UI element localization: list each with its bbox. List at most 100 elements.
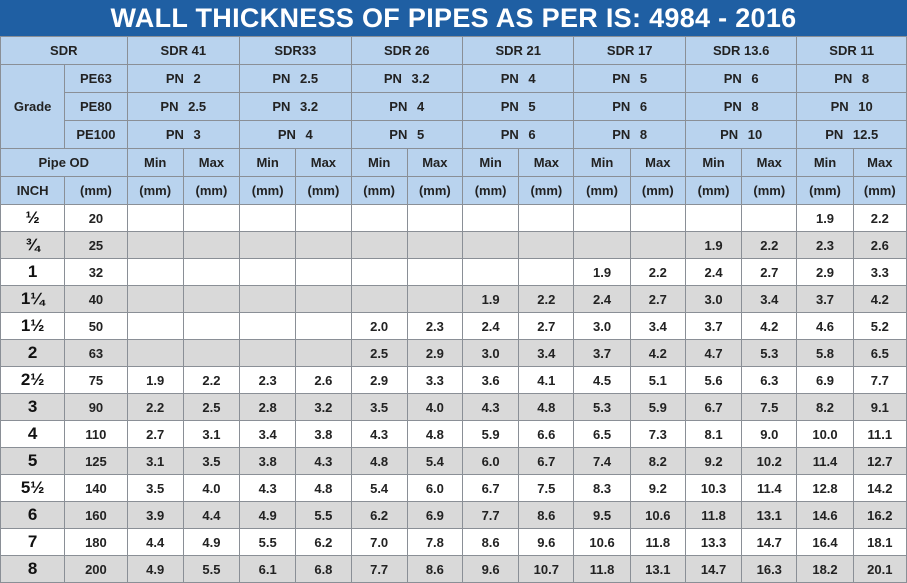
thickness-value [573, 204, 631, 232]
data-row: ½ 20 1.9 2.2 [0, 204, 907, 232]
min-label: Min [239, 148, 297, 177]
thickness-value: 4.2 [852, 285, 907, 313]
thickness-value [461, 258, 520, 286]
min-label: Min [684, 148, 743, 177]
thickness-value: 9.6 [518, 528, 575, 556]
thickness-value: 2.2 [126, 393, 184, 421]
pn-value: PN 6 [461, 120, 575, 149]
thickness-value [573, 231, 631, 259]
units-row: INCH (mm) (mm) (mm) (mm) (mm) (mm) (mm) (mm) (mm)… [0, 176, 907, 205]
thickness-value: 5.2 [852, 312, 907, 340]
thickness-value [741, 204, 798, 232]
thickness-value: 10.0 [796, 420, 854, 448]
thickness-value: 3.4 [741, 285, 798, 313]
thickness-value [684, 204, 743, 232]
thickness-value: 6.5 [852, 339, 907, 367]
sdr-label: SDR [0, 36, 128, 65]
thickness-value: 2.0 [350, 312, 408, 340]
thickness-value: 3.8 [295, 420, 352, 448]
od-mm: 40 [64, 285, 128, 313]
thickness-value: 5.5 [239, 528, 297, 556]
sdr-value: SDR 41 [126, 36, 241, 65]
min-label: Min [350, 148, 408, 177]
thickness-value [461, 204, 520, 232]
pn-value: PN 10 [796, 92, 907, 121]
data-row: 2 63 2.5 2.9 3.0 3.4 3.7 4.2 4.7 5.3 5.8 6.5 [0, 339, 907, 367]
grade-row: PE100 PN 3 PN 4 PN 5 PN 6 PN 8 PN 10 PN 12.5 [1, 120, 907, 149]
inch-label: INCH [0, 176, 66, 205]
thickness-value: 4.1 [518, 366, 575, 394]
thickness-value: 16.4 [796, 528, 854, 556]
minmax-row: Pipe OD Min Max Min Max Min Max Min Max Min Max Min… [0, 148, 907, 177]
thickness-value: 5.5 [295, 501, 352, 529]
thickness-value [182, 339, 241, 367]
data-row: 5½ 140 3.5 4.0 4.3 4.8 5.4 6.0 6.7 7.5 8.3 9.2 10.3 1… [0, 474, 907, 502]
thickness-value: 3.7 [573, 339, 631, 367]
thickness-value [126, 312, 184, 340]
thickness-value: 16.2 [852, 501, 907, 529]
thickness-value: 3.4 [518, 339, 575, 367]
thickness-value [239, 258, 297, 286]
inch-size: 6 [0, 501, 66, 529]
thickness-value: 4.5 [573, 366, 631, 394]
inch-size: 4 [0, 420, 66, 448]
thickness-value: 3.1 [182, 420, 241, 448]
thickness-value: 2.9 [796, 258, 854, 286]
mm-unit-label: (mm) [182, 176, 241, 205]
thickness-value: 18.2 [796, 555, 854, 583]
sdr-row: SDR SDR 41 SDR33 SDR 26 SDR 21 SDR 17 SDR 13.6… [0, 36, 907, 65]
pn-value: PN 6 [684, 64, 798, 93]
pn-value: PN 4 [461, 64, 575, 93]
min-label: Min [126, 148, 184, 177]
thickness-value: 5.4 [350, 474, 408, 502]
od-mm: 140 [64, 474, 128, 502]
sdr-value: SDR 17 [573, 36, 686, 65]
data-row: ¾ 25 1.9 2.2 2.3 2.6 [0, 231, 907, 259]
thickness-value: 4.6 [796, 312, 854, 340]
thickness-value: 10.2 [741, 447, 798, 475]
thickness-value: 7.5 [518, 474, 575, 502]
thickness-value: 6.3 [741, 366, 798, 394]
od-mm: 20 [64, 204, 128, 232]
thickness-value: 3.0 [573, 312, 631, 340]
thickness-value: 2.2 [518, 285, 575, 313]
inch-size: 2 [0, 339, 66, 367]
thickness-value: 4.4 [182, 501, 241, 529]
pn-value: PN 4 [350, 92, 463, 121]
thickness-value [239, 285, 297, 313]
od-mm: 25 [64, 231, 128, 259]
pipe-od-label: Pipe OD [0, 148, 128, 177]
od-mm: 125 [64, 447, 128, 475]
thickness-value: 7.5 [741, 393, 798, 421]
od-mm: 32 [64, 258, 128, 286]
mm-unit-label: (mm) [573, 176, 631, 205]
thickness-value [182, 312, 241, 340]
thickness-value: 11.4 [741, 474, 798, 502]
thickness-value [126, 339, 184, 367]
thickness-value: 4.7 [684, 339, 743, 367]
thickness-value: 2.7 [518, 312, 575, 340]
thickness-value: 13.1 [741, 501, 798, 529]
thickness-value: 6.1 [239, 555, 297, 583]
thickness-value: 3.6 [461, 366, 520, 394]
max-label: Max [629, 148, 686, 177]
inch-size: ¾ [0, 231, 66, 259]
thickness-value: 3.1 [126, 447, 184, 475]
thickness-value: 4.4 [126, 528, 184, 556]
thickness-value: 6.5 [573, 420, 631, 448]
thickness-value: 2.6 [852, 231, 907, 259]
mm-unit-label: (mm) [629, 176, 686, 205]
max-label: Max [406, 148, 463, 177]
thickness-value: 8.2 [796, 393, 854, 421]
thickness-value: 3.4 [239, 420, 297, 448]
thickness-value: 3.8 [239, 447, 297, 475]
thickness-value: 6.2 [350, 501, 408, 529]
thickness-value [406, 204, 463, 232]
thickness-value [182, 285, 241, 313]
thickness-value: 7.7 [350, 555, 408, 583]
thickness-value: 6.2 [295, 528, 352, 556]
thickness-value [406, 258, 463, 286]
thickness-value: 2.4 [684, 258, 743, 286]
pn-value: PN 3.2 [239, 92, 352, 121]
mm-unit-label: (mm) [350, 176, 408, 205]
